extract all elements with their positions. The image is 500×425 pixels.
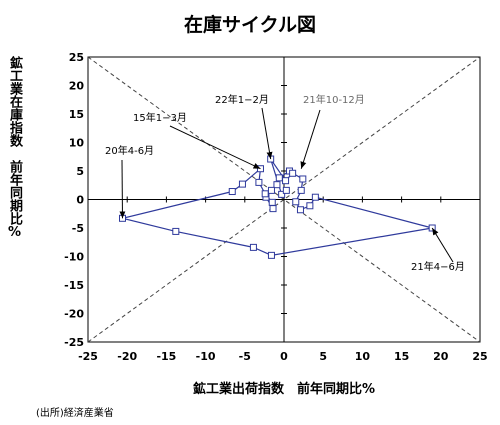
data-point <box>299 175 307 183</box>
x-tick-label: 20 <box>433 350 449 363</box>
data-point <box>172 227 180 235</box>
data-point <box>275 174 283 182</box>
x-tick-label: -25 <box>78 350 98 363</box>
x-tick-label: -20 <box>117 350 137 363</box>
data-point <box>296 206 304 214</box>
data-point <box>273 181 281 189</box>
y-tick-label: 0 <box>76 194 84 207</box>
data-point <box>306 202 314 210</box>
x-tick-label: 5 <box>319 350 327 363</box>
y-tick-label: 5 <box>76 165 84 178</box>
annotation-label: 21年10-12月 <box>303 93 365 106</box>
diagonal-guides <box>87 56 481 343</box>
diagonal-guide-rising <box>87 56 481 343</box>
x-tick-label: -5 <box>239 350 251 363</box>
series-line <box>122 158 433 256</box>
data-point <box>289 169 297 177</box>
annotations: 22年1−2月 21年10-12月 15年1−3月 20年4-6月 21年4−6月 <box>105 93 465 273</box>
x-tick-label: -10 <box>196 350 216 363</box>
y-tick-label: 20 <box>69 80 85 93</box>
data-point <box>238 180 246 188</box>
y-tick-label: 25 <box>69 51 84 64</box>
annotation-label: 22年1−2月 <box>215 93 269 106</box>
annotation-arrow <box>431 227 454 263</box>
x-tick-label: 0 <box>280 350 288 363</box>
data-point <box>311 193 319 201</box>
data-point <box>282 186 290 194</box>
data-point <box>228 188 236 196</box>
annotation-arrow <box>169 125 261 170</box>
annotation-arrow <box>261 107 273 160</box>
data-point <box>255 178 263 186</box>
y-tick-label: 15 <box>69 108 84 121</box>
annotation-label: 20年4-6月 <box>105 144 154 157</box>
data-point <box>267 186 275 194</box>
data-point <box>267 251 275 259</box>
axes <box>87 56 481 343</box>
source-note: (出所)経済産業省 <box>36 408 114 419</box>
data-point <box>261 190 269 198</box>
y-tick-label: -25 <box>64 336 84 349</box>
data-point <box>268 198 276 206</box>
y-tick-label: -15 <box>64 279 84 292</box>
x-tick-label: -15 <box>156 350 176 363</box>
y-tick-label: -10 <box>64 251 84 264</box>
x-tick-labels: -25 -20 -15 -10 -5 0 5 10 15 20 25 <box>78 350 488 363</box>
y-tick-label: -5 <box>72 222 84 235</box>
data-point <box>278 190 286 198</box>
chart-title: 在庫サイクル図 <box>183 14 317 36</box>
data-point <box>269 205 277 213</box>
annotation-arrow <box>300 109 321 169</box>
y-tick-label: 10 <box>69 137 85 150</box>
y-axis-label: 鉱工業在庫指数 前年同期比% <box>7 56 22 240</box>
data-point <box>297 186 305 194</box>
data-point <box>282 177 290 185</box>
data-point <box>292 198 300 206</box>
y-tick-label: -20 <box>64 308 84 321</box>
annotation-label: 15年1−3月 <box>133 111 187 124</box>
series-path <box>122 158 433 256</box>
annotation-label: 21年4−6月 <box>411 260 465 273</box>
diagonal-guide-falling <box>87 56 481 343</box>
x-tick-label: 15 <box>394 350 409 363</box>
data-point <box>249 243 257 251</box>
x-tick-label: 25 <box>472 350 487 363</box>
x-axis-label: 鉱工業出荷指数 前年同期比% <box>192 382 376 397</box>
y-tick-labels: 25 20 15 10 5 0 -5 -10 -15 -20 -25 <box>64 51 84 349</box>
x-tick-label: 10 <box>355 350 371 363</box>
